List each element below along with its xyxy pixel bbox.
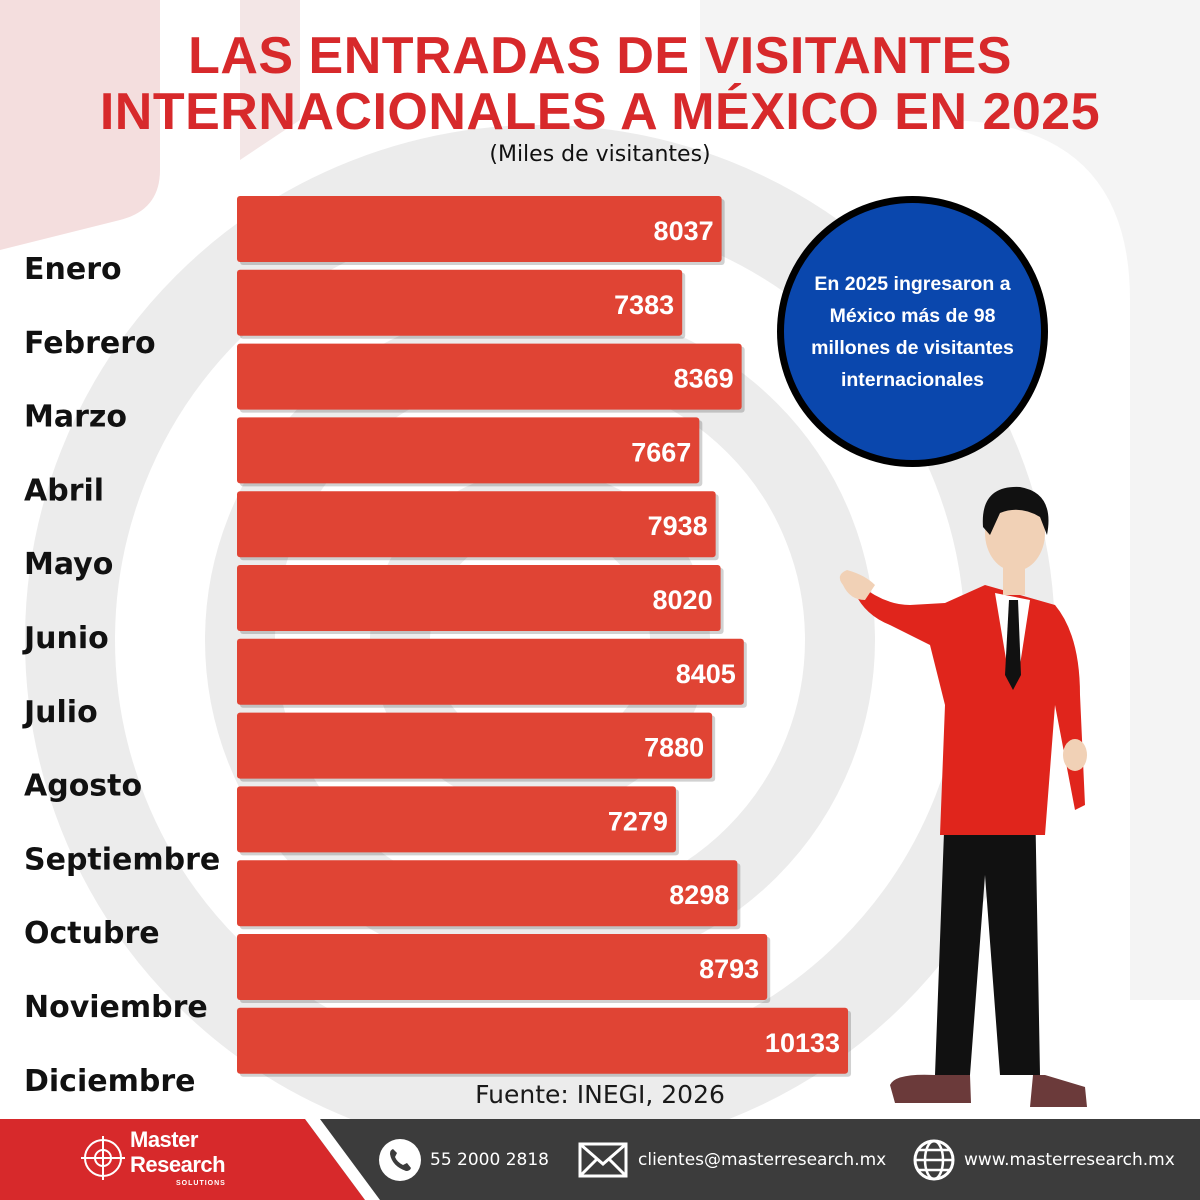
phone-contact[interactable]: 55 2000 2818 (378, 1139, 549, 1181)
bar-mayo (237, 491, 716, 558)
data-label-agosto: 7880 (644, 733, 704, 763)
category-label-diciembre: Diciembre (24, 1064, 195, 1099)
chart-title-line-1: LAS ENTRADAS DE VISITANTES (188, 27, 1012, 85)
email-address: clientes@masterresearch.mx (638, 1150, 887, 1170)
website-contact[interactable]: www.masterresearch.mx (912, 1139, 1175, 1181)
bar-enero (237, 196, 722, 262)
bar-febrero (237, 269, 683, 336)
email-contact[interactable]: clientes@masterresearch.mx (578, 1140, 886, 1180)
chart-title-line-2: INTERNACIONALES A MÉXICO EN 2025 (99, 83, 1101, 141)
website-url: www.masterresearch.mx (964, 1150, 1175, 1170)
source-note: Fuente: INEGI, 2026 (475, 1080, 725, 1109)
chart-subtitle: (Miles de visitantes) (489, 142, 711, 167)
callout-bubble: En 2025 ingresaron a México más de 98 mi… (777, 196, 1048, 467)
callout-text: En 2025 ingresaron a México más de 98 mi… (811, 272, 1014, 391)
data-label-noviembre: 8793 (699, 954, 759, 984)
data-label-junio: 8020 (653, 585, 713, 615)
data-label-diciembre: 10133 (765, 1028, 840, 1058)
footer-brand-panel (0, 1119, 380, 1200)
category-label-julio: Julio (22, 695, 98, 730)
bar-noviembre (237, 934, 768, 1000)
bar-julio (237, 638, 744, 705)
data-label-marzo: 8369 (674, 364, 734, 394)
category-label-abril: Abril (24, 473, 104, 508)
data-label-enero: 8037 (654, 216, 714, 246)
phone-icon (379, 1139, 421, 1181)
bar-marzo (237, 343, 742, 410)
category-label-octubre: Octubre (24, 916, 160, 951)
category-label-noviembre: Noviembre (24, 990, 208, 1025)
brand-name-line-1: Master (130, 1127, 198, 1152)
data-label-septiembre: 7279 (608, 806, 668, 836)
category-label-marzo: Marzo (24, 400, 127, 435)
category-label-febrero: Febrero (24, 326, 156, 361)
bar-octubre (237, 860, 738, 927)
phone-number: 55 2000 2818 (430, 1150, 549, 1170)
presenter-illustration (839, 486, 1087, 1107)
bar-agosto (237, 712, 713, 779)
data-label-abril: 7667 (631, 437, 691, 467)
category-label-junio: Junio (22, 621, 109, 656)
bar-septiembre (237, 786, 676, 853)
category-label-agosto: Agosto (24, 769, 142, 804)
brand-name-line-2: Research (130, 1152, 226, 1177)
envelope-icon (578, 1142, 628, 1178)
data-label-octubre: 8298 (669, 880, 729, 910)
data-label-mayo: 7938 (648, 511, 708, 541)
bar-junio (237, 565, 721, 631)
bar-abril (237, 417, 700, 484)
brand-tagline: SOLUTIONS (176, 1180, 226, 1187)
data-label-febrero: 7383 (614, 290, 674, 320)
crosshair-logo-icon (81, 1136, 125, 1180)
category-label-septiembre: Septiembre (24, 842, 220, 877)
bar-diciembre (237, 1007, 849, 1074)
data-label-julio: 8405 (676, 659, 736, 689)
category-label-enero: Enero (24, 252, 122, 287)
category-label-mayo: Mayo (24, 547, 113, 582)
globe-icon (913, 1139, 955, 1181)
